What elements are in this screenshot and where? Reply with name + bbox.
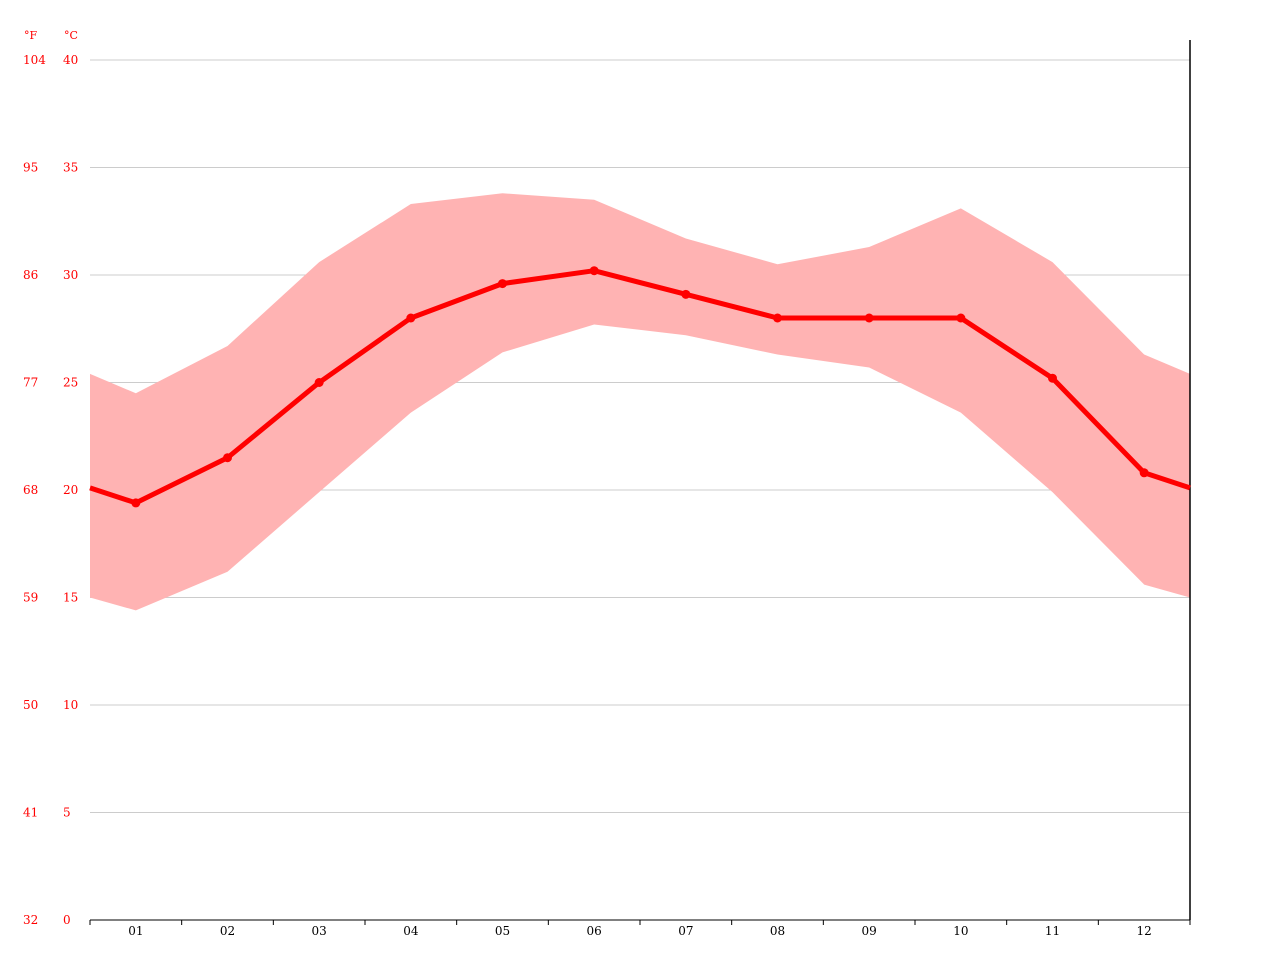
x-tick-label: 05 bbox=[495, 924, 510, 938]
y-axis-ticks: 0 32 5 41 10 50 15 59 20 68 25 77 30 86 35 95 40 104 bbox=[23, 53, 78, 927]
x-tick-label: 01 bbox=[128, 924, 143, 938]
mean-point bbox=[773, 313, 782, 323]
mean-point bbox=[314, 378, 324, 387]
x-tick-label: 11 bbox=[1045, 924, 1060, 938]
x-tick-label: 02 bbox=[220, 924, 235, 938]
x-tick-label: 04 bbox=[403, 924, 419, 938]
y-tick-label-fahrenheit: 59 bbox=[23, 591, 38, 605]
mean-point bbox=[1048, 373, 1057, 383]
y-tick-label-fahrenheit: 86 bbox=[23, 268, 38, 282]
mean-temperature-line bbox=[89, 268, 1191, 506]
mean-point bbox=[956, 313, 966, 323]
mean-point bbox=[681, 289, 691, 299]
y-tick-label-celsius: 5 bbox=[63, 806, 71, 820]
mean-point bbox=[864, 313, 874, 323]
y-tick-label-fahrenheit: 104 bbox=[23, 53, 46, 67]
y-tick-label-celsius: 35 bbox=[63, 161, 78, 175]
y-tick-label-celsius: 20 bbox=[63, 483, 78, 497]
mean-point bbox=[406, 313, 416, 323]
x-tick-label: 10 bbox=[953, 924, 968, 938]
y-tick-label-fahrenheit: 77 bbox=[23, 376, 38, 390]
y-tick-label-celsius: 30 bbox=[63, 268, 78, 282]
mean-point bbox=[589, 266, 599, 276]
mean-point bbox=[131, 498, 141, 508]
x-axis-ticks: 01 02 03 04 05 06 07 08 09 10 11 12 bbox=[89, 920, 1191, 938]
unit-label-celsius: °C bbox=[64, 29, 78, 42]
temperature-range-band bbox=[90, 193, 1190, 611]
x-tick-label: 12 bbox=[1137, 924, 1152, 938]
mean-point bbox=[498, 279, 507, 289]
x-tick-label: 03 bbox=[312, 924, 327, 938]
y-tick-label-fahrenheit: 95 bbox=[23, 161, 38, 175]
y-tick-label-fahrenheit: 32 bbox=[23, 913, 38, 927]
x-tick-label: 07 bbox=[678, 924, 693, 938]
y-tick-label-celsius: 0 bbox=[63, 913, 71, 927]
x-tick-label: 06 bbox=[587, 924, 602, 938]
y-tick-label-celsius: 40 bbox=[63, 53, 78, 67]
y-tick-label-fahrenheit: 41 bbox=[23, 806, 38, 820]
x-tick-label: 08 bbox=[770, 924, 785, 938]
y-tick-label-celsius: 15 bbox=[63, 591, 78, 605]
y-tick-label-fahrenheit: 68 bbox=[23, 483, 38, 497]
unit-label-fahrenheit: °F bbox=[24, 29, 38, 42]
mean-temperature-points bbox=[131, 266, 1149, 508]
mean-point bbox=[223, 453, 232, 463]
x-tick-label: 09 bbox=[862, 924, 877, 938]
y-tick-label-celsius: 10 bbox=[63, 698, 78, 712]
y-tick-label-celsius: 25 bbox=[63, 376, 78, 390]
mean-point bbox=[1139, 468, 1149, 478]
y-tick-label-fahrenheit: 50 bbox=[23, 698, 38, 712]
